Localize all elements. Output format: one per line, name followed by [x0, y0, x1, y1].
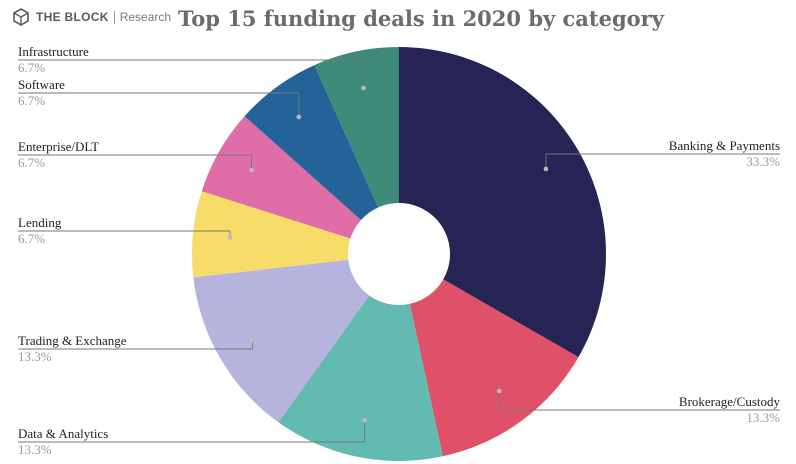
- slice-label: Software: [18, 77, 65, 92]
- slice-banking-payments: [399, 47, 606, 358]
- leader-dot: [496, 388, 502, 394]
- slice-percent: 6.7%: [18, 93, 45, 108]
- leader-dot: [543, 166, 549, 172]
- brand-divider: [113, 10, 115, 24]
- slice-percent: 6.7%: [18, 155, 45, 170]
- slice-brokerage-custody: [409, 279, 579, 457]
- leader-dot: [227, 235, 233, 240]
- slice-label: Enterprise/DLT: [18, 139, 99, 154]
- slice-infrastructure: [314, 47, 399, 208]
- slice-percent: 13.3%: [18, 442, 52, 457]
- leader-dot: [361, 85, 366, 91]
- leader-dot: [249, 167, 254, 173]
- slice-data-analytics: [278, 295, 443, 461]
- slice-percent: 33.3%: [746, 154, 780, 169]
- brand-sub: Research: [119, 10, 172, 24]
- slice-label: Trading & Exchange: [18, 333, 127, 348]
- slice-label: Infrastructure: [18, 44, 89, 59]
- slice-percent: 13.3%: [746, 410, 780, 425]
- leader-dot: [296, 114, 302, 120]
- slice-percent: 6.7%: [18, 231, 45, 246]
- leader-lines: [18, 59, 780, 443]
- brand-name: THE BLOCK: [36, 10, 109, 24]
- slice-software: [244, 65, 379, 221]
- slice-label: Brokerage/Custody: [679, 394, 781, 409]
- slice-lending: [192, 191, 351, 278]
- slice-label: Lending: [18, 215, 62, 230]
- slice-label: Banking & Payments: [669, 138, 780, 153]
- brand: THE BLOCK Research: [12, 8, 171, 26]
- leader-dot: [362, 417, 367, 423]
- slice-enterprise-dlt: [201, 116, 361, 239]
- slice-percent: 6.7%: [18, 60, 45, 75]
- chart-title: Top 15 funding deals in 2020 by category: [178, 6, 664, 31]
- cube-icon: [13, 8, 29, 26]
- slice-label: Data & Analytics: [18, 426, 108, 441]
- leader-dot: [250, 337, 255, 343]
- slice-trading-exchange: [193, 259, 370, 423]
- slices: [192, 47, 606, 461]
- slice-percent: 13.3%: [18, 349, 52, 364]
